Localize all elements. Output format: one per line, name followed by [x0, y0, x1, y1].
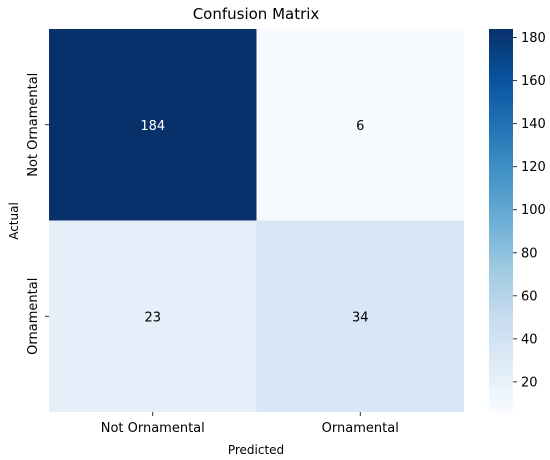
- heatmap-cell: [49, 220, 257, 412]
- heatmap-cells: [49, 29, 464, 412]
- cell-value-label: 184: [140, 119, 165, 134]
- colorbar-tick-label: 80: [521, 246, 538, 261]
- chart-title: Confusion Matrix: [193, 5, 320, 23]
- y-tick-label: Not Ornamental: [26, 73, 41, 177]
- cell-value-label: 34: [352, 310, 369, 325]
- heatmap-cell: [256, 29, 464, 221]
- y-axis-label: Actual: [7, 202, 21, 240]
- colorbar-tick-label: 60: [521, 289, 538, 304]
- colorbar-tick-label: 140: [521, 117, 546, 132]
- x-axis-ticks: Not Ornamental Ornamental: [101, 412, 399, 436]
- y-tick-label: Ornamental: [26, 278, 41, 355]
- heatmap-cell-labels: 184 6 23 34: [140, 119, 368, 326]
- y-axis-ticks: Not Ornamental Ornamental: [26, 73, 49, 355]
- colorbar-ticks: 20 40 60 80 100 120 140 160 180: [513, 31, 546, 390]
- colorbar-tick-label: 20: [521, 375, 538, 390]
- x-tick-label: Ornamental: [322, 421, 399, 436]
- colorbar-tick-label: 40: [521, 332, 538, 347]
- heatmap-cell: [49, 29, 257, 221]
- colorbar-tick-label: 160: [521, 74, 546, 89]
- x-axis-label: Predicted: [228, 443, 284, 457]
- colorbar-tick-label: 120: [521, 160, 546, 175]
- colorbar-tick-label: 100: [521, 203, 546, 218]
- heatmap-cell: [256, 220, 464, 412]
- colorbar-tick-label: 180: [521, 31, 546, 46]
- x-tick-label: Not Ornamental: [101, 421, 205, 436]
- cell-value-label: 6: [356, 119, 364, 134]
- colorbar: [489, 29, 513, 412]
- cell-value-label: 23: [144, 310, 161, 325]
